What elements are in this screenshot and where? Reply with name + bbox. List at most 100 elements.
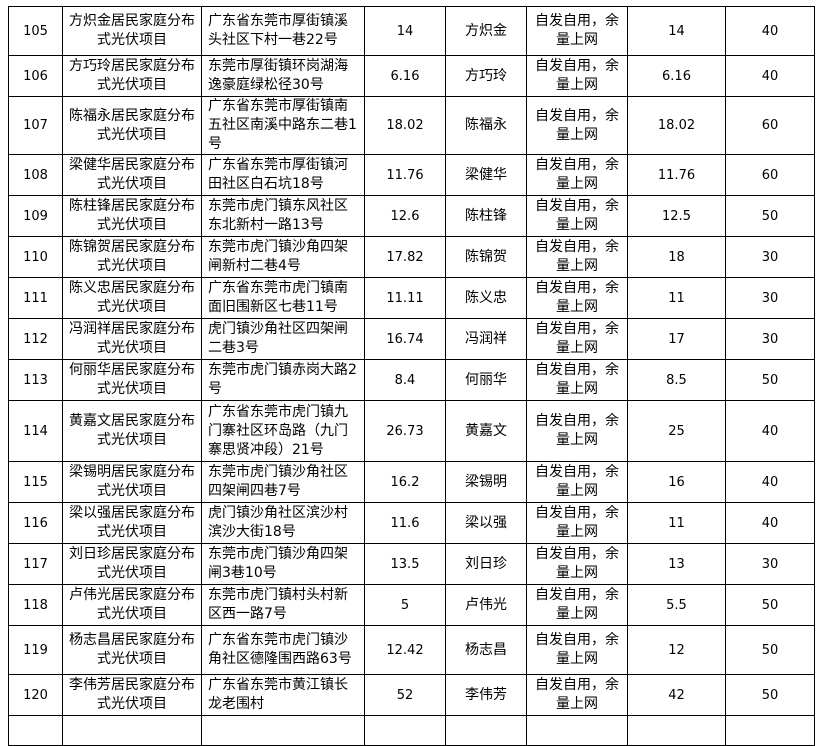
project-name: 陈柱锋居民家庭分布式光伏项目 bbox=[62, 195, 202, 237]
owner-name: 卢伟光 bbox=[445, 584, 527, 626]
empty-cell bbox=[8, 715, 63, 746]
row-number: 107 bbox=[8, 96, 63, 155]
approved-capacity: 14 bbox=[627, 6, 726, 56]
approved-capacity: 8.5 bbox=[627, 359, 726, 401]
table-row: 111 陈义忠居民家庭分布式光伏项目 广东省东莞市虎门镇南面旧围新区七巷11号 11.… bbox=[8, 277, 815, 319]
table-row: 105 方炽金居民家庭分布式光伏项目 广东省东莞市厚街镇溪头社区下村一巷22号 14 方… bbox=[8, 6, 815, 56]
capacity: 8.4 bbox=[364, 359, 446, 401]
address: 东莞市厚街镇环岗湖海逸豪庭绿松径30号 bbox=[201, 55, 365, 97]
address: 广东省东莞市黄江镇长龙老围村 bbox=[201, 674, 365, 716]
grid-mode: 自发自用，余量上网 bbox=[526, 318, 628, 360]
approved-capacity: 11 bbox=[627, 277, 726, 319]
approved-capacity: 18 bbox=[627, 236, 726, 278]
table-row: 118 卢伟光居民家庭分布式光伏项目 东莞市虎门镇村头村新区西一路7号 5 卢伟光 自发自… bbox=[8, 584, 815, 626]
capacity: 17.82 bbox=[364, 236, 446, 278]
capacity: 12.42 bbox=[364, 625, 446, 675]
row-number: 114 bbox=[8, 400, 63, 462]
row-number: 112 bbox=[8, 318, 63, 360]
approved-capacity: 16 bbox=[627, 461, 726, 503]
capacity: 52 bbox=[364, 674, 446, 716]
project-name: 何丽华居民家庭分布式光伏项目 bbox=[62, 359, 202, 401]
value: 60 bbox=[725, 154, 815, 196]
grid-mode: 自发自用，余量上网 bbox=[526, 96, 628, 155]
approved-capacity: 25 bbox=[627, 400, 726, 462]
approved-capacity: 12 bbox=[627, 625, 726, 675]
address: 东莞市虎门镇赤岗大路2号 bbox=[201, 359, 365, 401]
table-row: 110 陈锦贺居民家庭分布式光伏项目 东莞市虎门镇沙角四架闸新村二巷4号 17.82 陈… bbox=[8, 236, 815, 278]
value: 30 bbox=[725, 236, 815, 278]
capacity: 14 bbox=[364, 6, 446, 56]
capacity: 6.16 bbox=[364, 55, 446, 97]
owner-name: 陈福永 bbox=[445, 96, 527, 155]
owner-name: 何丽华 bbox=[445, 359, 527, 401]
value: 30 bbox=[725, 543, 815, 585]
empty-cell bbox=[725, 715, 815, 746]
row-number: 106 bbox=[8, 55, 63, 97]
project-table: 105 方炽金居民家庭分布式光伏项目 广东省东莞市厚街镇溪头社区下村一巷22号 14 方… bbox=[8, 6, 815, 746]
capacity: 11.11 bbox=[364, 277, 446, 319]
owner-name: 梁锡明 bbox=[445, 461, 527, 503]
row-number: 118 bbox=[8, 584, 63, 626]
capacity: 26.73 bbox=[364, 400, 446, 462]
empty-cell bbox=[627, 715, 726, 746]
grid-mode: 自发自用，余量上网 bbox=[526, 195, 628, 237]
value: 60 bbox=[725, 96, 815, 155]
grid-mode: 自发自用，余量上网 bbox=[526, 55, 628, 97]
grid-mode: 自发自用，余量上网 bbox=[526, 502, 628, 544]
grid-mode: 自发自用，余量上网 bbox=[526, 277, 628, 319]
project-name: 杨志昌居民家庭分布式光伏项目 bbox=[62, 625, 202, 675]
approved-capacity: 5.5 bbox=[627, 584, 726, 626]
value: 40 bbox=[725, 55, 815, 97]
owner-name: 陈义忠 bbox=[445, 277, 527, 319]
project-name: 黄嘉文居民家庭分布式光伏项目 bbox=[62, 400, 202, 462]
owner-name: 陈锦贺 bbox=[445, 236, 527, 278]
value: 50 bbox=[725, 625, 815, 675]
project-name: 刘日珍居民家庭分布式光伏项目 bbox=[62, 543, 202, 585]
owner-name: 刘日珍 bbox=[445, 543, 527, 585]
address: 东莞市虎门镇东风社区东北新村一路13号 bbox=[201, 195, 365, 237]
row-number: 119 bbox=[8, 625, 63, 675]
owner-name: 方巧玲 bbox=[445, 55, 527, 97]
grid-mode: 自发自用，余量上网 bbox=[526, 674, 628, 716]
table-row: 107 陈福永居民家庭分布式光伏项目 广东省东莞市厚街镇南五社区南溪中路东二巷1号 1… bbox=[8, 96, 815, 155]
table-row: 120 李伟芳居民家庭分布式光伏项目 广东省东莞市黄江镇长龙老围村 52 李伟芳 自发自用… bbox=[8, 674, 815, 716]
address: 东莞市虎门镇沙角四架闸新村二巷4号 bbox=[201, 236, 365, 278]
capacity: 11.6 bbox=[364, 502, 446, 544]
owner-name: 李伟芳 bbox=[445, 674, 527, 716]
owner-name: 陈柱锋 bbox=[445, 195, 527, 237]
table-row: 116 梁以强居民家庭分布式光伏项目 虎门镇沙角社区滨沙村滨沙大街18号 11.6 梁以… bbox=[8, 502, 815, 544]
address: 广东省东莞市虎门镇南面旧围新区七巷11号 bbox=[201, 277, 365, 319]
address: 广东省东莞市厚街镇河田社区白石坑18号 bbox=[201, 154, 365, 196]
project-name: 梁以强居民家庭分布式光伏项目 bbox=[62, 502, 202, 544]
grid-mode: 自发自用，余量上网 bbox=[526, 461, 628, 503]
approved-capacity: 11 bbox=[627, 502, 726, 544]
grid-mode: 自发自用，余量上网 bbox=[526, 400, 628, 462]
approved-capacity: 6.16 bbox=[627, 55, 726, 97]
table-row: 106 方巧玲居民家庭分布式光伏项目 东莞市厚街镇环岗湖海逸豪庭绿松径30号 6.16… bbox=[8, 55, 815, 97]
empty-cell bbox=[526, 715, 628, 746]
owner-name: 黄嘉文 bbox=[445, 400, 527, 462]
capacity: 18.02 bbox=[364, 96, 446, 155]
project-name: 方炽金居民家庭分布式光伏项目 bbox=[62, 6, 202, 56]
value: 50 bbox=[725, 584, 815, 626]
row-number: 105 bbox=[8, 6, 63, 56]
value: 40 bbox=[725, 461, 815, 503]
table-row: 108 梁健华居民家庭分布式光伏项目 广东省东莞市厚街镇河田社区白石坑18号 11.7… bbox=[8, 154, 815, 196]
grid-mode: 自发自用，余量上网 bbox=[526, 154, 628, 196]
grid-mode: 自发自用，余量上网 bbox=[526, 236, 628, 278]
value: 50 bbox=[725, 674, 815, 716]
grid-mode: 自发自用，余量上网 bbox=[526, 584, 628, 626]
row-number: 109 bbox=[8, 195, 63, 237]
address: 东莞市虎门镇村头村新区西一路7号 bbox=[201, 584, 365, 626]
table-row: 115 梁锡明居民家庭分布式光伏项目 东莞市虎门镇沙角社区四架闸四巷7号 16.2 梁锡… bbox=[8, 461, 815, 503]
table-row: 112 冯润祥居民家庭分布式光伏项目 虎门镇沙角社区四架闸二巷3号 16.74 冯润祥自… bbox=[8, 318, 815, 360]
project-name: 方巧玲居民家庭分布式光伏项目 bbox=[62, 55, 202, 97]
value: 50 bbox=[725, 195, 815, 237]
value: 50 bbox=[725, 359, 815, 401]
row-number: 108 bbox=[8, 154, 63, 196]
row-number: 116 bbox=[8, 502, 63, 544]
owner-name: 冯润祥 bbox=[445, 318, 527, 360]
grid-mode: 自发自用，余量上网 bbox=[526, 625, 628, 675]
address: 东莞市虎门镇沙角社区四架闸四巷7号 bbox=[201, 461, 365, 503]
approved-capacity: 12.5 bbox=[627, 195, 726, 237]
